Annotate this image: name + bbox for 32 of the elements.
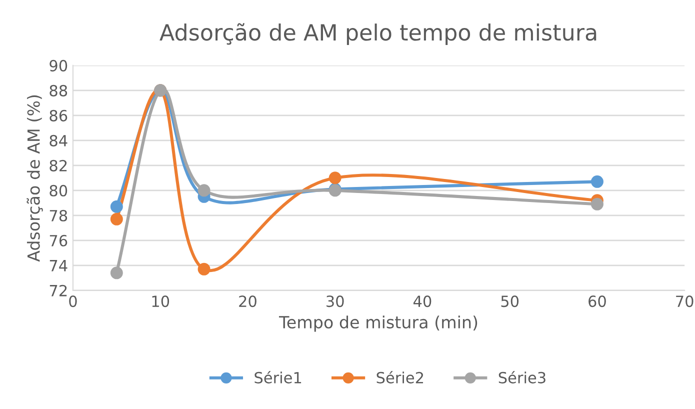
- point: [198, 262, 210, 276]
- point: [110, 212, 123, 226]
- y-tick-label: 86: [50, 110, 68, 122]
- x-tick-label: 10: [152, 296, 170, 308]
- y-tick-label: 88: [50, 84, 68, 96]
- point: [590, 175, 604, 188]
- x-tick-label: 70: [676, 296, 694, 308]
- y-tick-label: 76: [50, 234, 68, 246]
- y-tick-label: 82: [50, 160, 67, 172]
- x-axis-title: Tempo de mistura (min): [278, 316, 478, 332]
- y-tick-label: 80: [50, 184, 68, 196]
- y-axis-title: Adsorção de AM (%): [26, 95, 43, 262]
- point: [590, 198, 604, 210]
- chart-title: Adsorção de AM pelo tempo de mistura: [160, 23, 596, 46]
- point: [198, 184, 210, 197]
- x-tick-label: 40: [413, 296, 432, 308]
- legend-label: Série3: [498, 371, 546, 384]
- point: [110, 266, 123, 280]
- x-tick-label: 20: [239, 296, 256, 308]
- x-tick-label: 60: [588, 296, 606, 308]
- y-tick-label: 74: [50, 260, 68, 272]
- x-tick-label: 0: [69, 296, 77, 308]
- x-tick-label: 50: [501, 296, 519, 308]
- y-tick-label: 72: [50, 284, 67, 296]
- x-tick-label: 30: [326, 296, 344, 308]
- y-tick-label: 78: [50, 210, 68, 222]
- y-tick-label: 84: [50, 134, 68, 146]
- point: [110, 200, 123, 213]
- legend-label: Série1: [254, 371, 302, 384]
- y-tick-label: 90: [50, 60, 68, 72]
- point: [328, 172, 342, 184]
- legend-label: Série2: [376, 371, 424, 384]
